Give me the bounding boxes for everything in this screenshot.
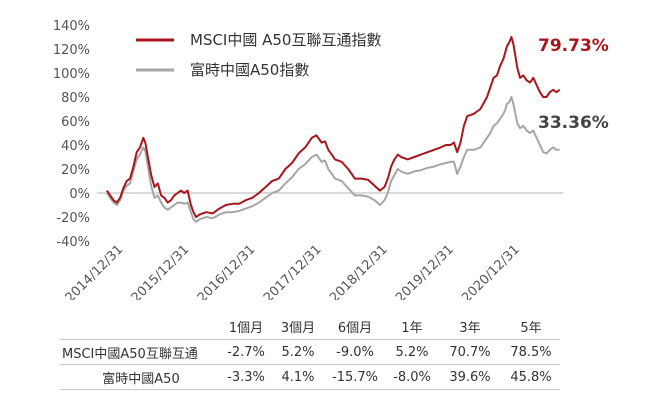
- performance-line-chart: -40% -20% 0% 20% 40% 60% 80% 100% 120% 140% 2014/…: [53, 19, 609, 300]
- table-header-1m: 1個月: [228, 320, 264, 336]
- chart-legend: MSCI中國 A50互聯互通指數 富時中國A50指數: [136, 31, 381, 79]
- x-tick-label: 2014/12/31: [63, 242, 127, 300]
- y-tick-label: 120%: [53, 43, 90, 58]
- y-axis: -40% -20% 0% 20% 40% 60% 80% 100% 120% 140%: [53, 19, 90, 250]
- performance-table: 1個月 3個月 6個月 1年 3年 5年 MSCI中國A50互聯互通 -2.7%…: [60, 313, 560, 390]
- y-tick-label: 60%: [61, 115, 90, 130]
- table-cell: 39.6%: [438, 364, 502, 390]
- y-tick-label: 80%: [61, 91, 90, 106]
- table-header-row: 1個月 3個月 6個月 1年 3年 5年: [60, 313, 560, 340]
- table-header-1y: 1年: [401, 320, 423, 336]
- table-header-5y: 5年: [520, 320, 542, 336]
- x-tick-label: 2016/12/31: [195, 242, 259, 300]
- table-cell: -3.3%: [220, 364, 272, 390]
- table-cell: -8.0%: [386, 364, 438, 390]
- table-header-blank: [60, 313, 220, 340]
- row-label: MSCI中國A50互聯互通: [60, 339, 220, 365]
- x-tick-label: 2020/12/31: [459, 242, 523, 300]
- row-label: 富時中國A50: [60, 364, 220, 390]
- series-line-msci: [106, 36, 561, 218]
- series-lines: [106, 36, 561, 223]
- table-header-3y: 3年: [459, 320, 481, 336]
- table-cell: 4.1%: [272, 364, 324, 390]
- table-cell: 5.2%: [386, 339, 438, 365]
- y-tick-label: -40%: [56, 235, 90, 250]
- table-header-6m: 6個月: [337, 320, 373, 336]
- table-cell: 45.8%: [502, 364, 560, 390]
- y-tick-label: 100%: [53, 67, 90, 82]
- table-cell: 78.5%: [502, 339, 560, 365]
- table-cell: -15.7%: [324, 364, 386, 390]
- series-line-ftse: [106, 96, 560, 223]
- table-row: 富時中國A50 -3.3% 4.1% -15.7% -8.0% 39.6% 45…: [60, 364, 560, 390]
- y-tick-label: -20%: [56, 211, 90, 226]
- table-cell: 70.7%: [438, 339, 502, 365]
- y-tick-label: 20%: [61, 163, 90, 178]
- x-tick-label: 2017/12/31: [261, 242, 325, 300]
- legend-label-ftse: 富時中國A50指數: [190, 61, 309, 79]
- table-cell: -9.0%: [324, 339, 386, 365]
- end-label-ftse: 33.36%: [538, 113, 609, 133]
- x-tick-label: 2018/12/31: [327, 242, 391, 300]
- legend-label-msci: MSCI中國 A50互聯互通指數: [190, 31, 381, 49]
- end-label-msci: 79.73%: [538, 36, 609, 56]
- table-cell: 5.2%: [272, 339, 324, 365]
- table-cell: -2.7%: [220, 339, 272, 365]
- table-header-3m: 3個月: [280, 320, 316, 336]
- x-tick-label: 2015/12/31: [129, 242, 193, 300]
- y-tick-label: 0%: [69, 187, 90, 202]
- y-tick-label: 40%: [61, 139, 90, 154]
- y-tick-label: 140%: [53, 19, 90, 34]
- table-row: MSCI中國A50互聯互通 -2.7% 5.2% -9.0% 5.2% 70.7…: [60, 339, 560, 365]
- x-tick-label: 2019/12/31: [393, 242, 457, 300]
- x-axis: 2014/12/31 2015/12/31 2016/12/31 2017/12/31…: [63, 242, 523, 300]
